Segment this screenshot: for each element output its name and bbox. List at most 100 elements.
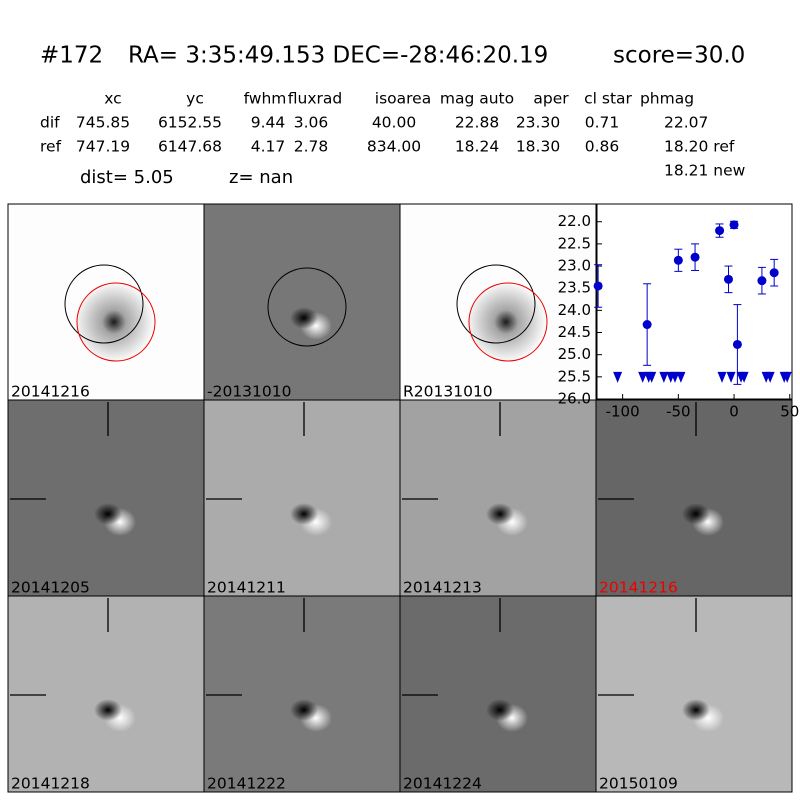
cell: 2.78 (294, 138, 329, 156)
upper-limit (726, 371, 736, 383)
x-tick-label: -50 (666, 403, 691, 421)
panel-date: 20141216 (11, 383, 90, 401)
detection (769, 268, 779, 278)
cell: 3.06 (294, 114, 329, 132)
cell: 22.88 (455, 114, 499, 132)
upper-limit (659, 371, 669, 383)
residual-dark (486, 699, 514, 721)
coordinates: RA= 3:35:49.153 DEC=-28:46:20.19 (128, 43, 548, 69)
column-header: fluxrad (288, 90, 342, 108)
column-header: fwhm (244, 90, 287, 108)
detection (715, 226, 725, 236)
residual-dark (290, 699, 318, 721)
cell: 40.00 (372, 114, 416, 132)
cell: 834.00 (367, 138, 421, 156)
y-tick-label: 24.0 (558, 301, 591, 319)
cutout (399, 399, 597, 597)
detection (757, 276, 767, 286)
y-tick-label: 26.0 (558, 390, 591, 408)
panel-date: R20131010 (403, 383, 493, 401)
detection (732, 339, 742, 349)
panel-date: 20141205 (11, 579, 90, 597)
detection (723, 274, 733, 284)
detection (593, 281, 603, 291)
candidate-id: #172 (40, 43, 103, 69)
cell: 745.85 (76, 114, 130, 132)
phmag-new: 18.21 new (664, 162, 746, 180)
column-header: aper (533, 90, 569, 108)
y-tick-label: 25.0 (558, 345, 591, 363)
ref-circle (64, 264, 144, 344)
residual-dark (682, 503, 710, 525)
detection (729, 220, 739, 230)
cell: 6147.68 (158, 138, 222, 156)
plot-area (596, 203, 793, 400)
upper-limit (717, 371, 727, 383)
cell: 18.20 ref (664, 138, 735, 156)
dif-circle (468, 282, 548, 362)
y-tick-label: 23.5 (558, 279, 591, 297)
panel-date: 20141218 (11, 775, 90, 793)
cutout (399, 595, 597, 793)
panel-date: 20141216 (599, 579, 678, 597)
cutout (595, 595, 793, 793)
panel-date: -20131010 (207, 383, 292, 401)
detection (673, 255, 683, 265)
panel-date: 20141224 (403, 775, 482, 793)
x-tick-label: 50 (780, 403, 799, 421)
dif-circle (76, 282, 156, 362)
cell: 0.86 (585, 138, 620, 156)
cell: 6152.55 (158, 114, 222, 132)
residual-dark (486, 503, 514, 525)
cutout (203, 203, 401, 401)
residual-dark (290, 307, 318, 329)
cell: 18.24 (455, 138, 499, 156)
panels: 20141216 -20131010 R20131010 20141205 201412… (7, 203, 793, 793)
cutout (203, 595, 401, 793)
column-header: yc (186, 90, 204, 108)
y-tick-label: 22.5 (558, 234, 591, 252)
column-header: isoarea (375, 90, 431, 108)
redshift: z= nan (229, 167, 293, 188)
dist: dist= 5.05 (80, 167, 174, 188)
residual-dark (94, 699, 122, 721)
y-tick-label: 24.5 (558, 323, 591, 341)
cutout (203, 399, 401, 597)
panel-date: 20141213 (403, 579, 482, 597)
cell: 18.30 (516, 138, 560, 156)
cell: 0.71 (585, 114, 620, 132)
y-tick-label: 22.0 (558, 212, 591, 230)
row-label: ref (40, 138, 62, 156)
cell: 747.19 (76, 138, 130, 156)
upper-limit (765, 371, 775, 383)
column-header: phmag (640, 90, 694, 108)
residual-dark (94, 503, 122, 525)
upper-limit (676, 371, 686, 383)
cutout (7, 399, 205, 597)
residual-dark (682, 699, 710, 721)
cutout (7, 595, 205, 793)
row-label: dif (40, 114, 60, 132)
column-header: xc (104, 90, 121, 108)
x-tick-label: -100 (606, 403, 640, 421)
upper-limit (638, 371, 648, 383)
ref-circle (267, 267, 347, 347)
cell: 4.17 (251, 138, 286, 156)
x-tick-label: 0 (729, 403, 739, 421)
residual-dark (290, 503, 318, 525)
y-tick-label: 25.5 (558, 367, 591, 385)
detection (642, 320, 652, 330)
cell: 23.30 (516, 114, 560, 132)
cell: 22.07 (664, 114, 708, 132)
ref-circle (456, 264, 536, 344)
upper-limit (647, 371, 657, 383)
light-curve: 22.0 22.5 23.0 23.5 24.0 24.5 25.0 25.5 26.0 -100… (558, 203, 799, 421)
upper-limit (739, 371, 749, 383)
panel-date: 20141211 (207, 579, 286, 597)
upper-limit (782, 371, 792, 383)
y-tick-label: 23.0 (558, 257, 591, 275)
cell: 9.44 (251, 114, 286, 132)
panel-date: 20141222 (207, 775, 286, 793)
score: score=30.0 (613, 43, 745, 69)
